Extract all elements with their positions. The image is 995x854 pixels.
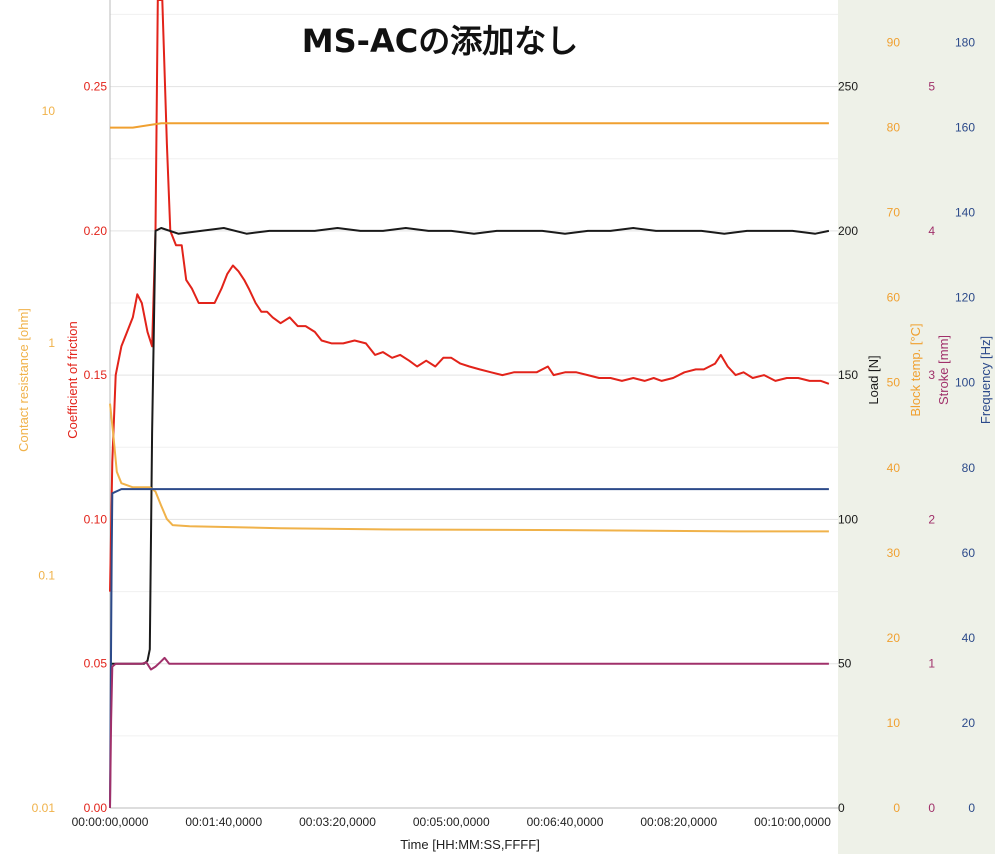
series-layer xyxy=(109,0,830,809)
axis-title-freq: Frequency [Hz] xyxy=(978,336,993,424)
y-tick-label-cof: 0.25 xyxy=(84,80,108,94)
series-line-freq xyxy=(109,488,829,809)
y-tick-label-contact: 0.01 xyxy=(32,801,56,815)
y-tick-label-freq: 100 xyxy=(955,376,975,390)
chart-title: MS-ACの添加なし xyxy=(302,22,578,60)
y-tick-label-cof: 0.10 xyxy=(84,512,108,526)
y-tick-label-load: 150 xyxy=(838,368,858,382)
y-tick-label-freq: 120 xyxy=(955,291,975,305)
y-tick-label-cof: 0.20 xyxy=(84,224,108,238)
y-tick-label-stroke: 2 xyxy=(928,512,935,526)
y-tick-label-freq: 80 xyxy=(962,461,976,475)
y-tick-label-block: 80 xyxy=(887,121,901,135)
y-tick-label-load: 200 xyxy=(838,224,858,238)
x-tick-label: 00:08:20,0000 xyxy=(640,815,717,829)
y-tick-label-freq: 140 xyxy=(955,206,975,220)
y-tick-label-stroke: 5 xyxy=(928,80,935,94)
y-tick-label-load: 50 xyxy=(838,657,852,671)
y-tick-label-freq: 0 xyxy=(968,801,975,815)
y-tick-label-freq: 180 xyxy=(955,36,975,50)
y-tick-label-stroke: 0 xyxy=(928,801,935,815)
y-tick-label-block: 40 xyxy=(887,461,901,475)
axis-title-cof: Coefficient of friction xyxy=(65,321,80,439)
y-tick-label-stroke: 1 xyxy=(928,657,935,671)
y-tick-label-block: 70 xyxy=(887,206,901,220)
y-tick-label-block: 60 xyxy=(887,291,901,305)
series-line-contact xyxy=(109,403,829,533)
y-tick-label-block: 50 xyxy=(887,376,901,390)
axis-title-load: Load [N] xyxy=(866,355,881,404)
y-tick-label-freq: 20 xyxy=(962,716,976,730)
y-tick-label-cof: 0.15 xyxy=(84,368,108,382)
x-tick-label: 00:01:40,0000 xyxy=(185,815,262,829)
y-tick-label-block: 90 xyxy=(887,36,901,50)
y-tick-label-stroke: 3 xyxy=(928,368,935,382)
y-tick-label-stroke: 4 xyxy=(928,224,935,238)
x-tick-label: 00:06:40,0000 xyxy=(527,815,604,829)
y-tick-label-cof: 0.05 xyxy=(84,657,108,671)
x-tick-label: 00:03:20,0000 xyxy=(299,815,376,829)
y-tick-label-block: 0 xyxy=(893,801,900,815)
plot-area xyxy=(110,0,838,808)
series-line-block xyxy=(110,122,829,129)
y-tick-label-load: 0 xyxy=(838,801,845,815)
right-axis-band xyxy=(838,0,995,854)
y-tick-label-load: 100 xyxy=(838,512,858,526)
y-tick-label-block: 20 xyxy=(887,631,901,645)
y-tick-label-freq: 60 xyxy=(962,546,976,560)
axis-title-block: Block temp. [°C] xyxy=(908,323,923,416)
x-tick-label: 00:00:00,0000 xyxy=(72,815,149,829)
y-tick-label-freq: 160 xyxy=(955,121,975,135)
axes-layer: 00:00:00,0000 00:01:40,0000 00:03:20,0000 0… xyxy=(16,36,993,829)
y-tick-label-contact: 10 xyxy=(42,104,56,118)
series-line-stroke xyxy=(109,656,829,809)
y-tick-label-contact: 1 xyxy=(48,336,55,350)
x-tick-label: 00:05:00,0000 xyxy=(413,815,490,829)
y-tick-label-contact: 0.1 xyxy=(38,569,55,583)
y-tick-label-cof: 0.00 xyxy=(84,801,108,815)
series-line-cof xyxy=(109,0,830,592)
axis-title-contact: Contact resistance [ohm] xyxy=(16,308,31,452)
x-tick-label: 00:10:00,0000 xyxy=(754,815,831,829)
y-tick-label-freq: 40 xyxy=(962,631,976,645)
y-tick-label-block: 10 xyxy=(887,716,901,730)
y-tick-label-block: 30 xyxy=(887,546,901,560)
axis-title-stroke: Stroke [mm] xyxy=(936,335,951,405)
y-tick-label-load: 250 xyxy=(838,80,858,94)
series-line-load xyxy=(110,227,830,665)
x-axis-title: Time [HH:MM:SS,FFFF] xyxy=(400,837,540,852)
